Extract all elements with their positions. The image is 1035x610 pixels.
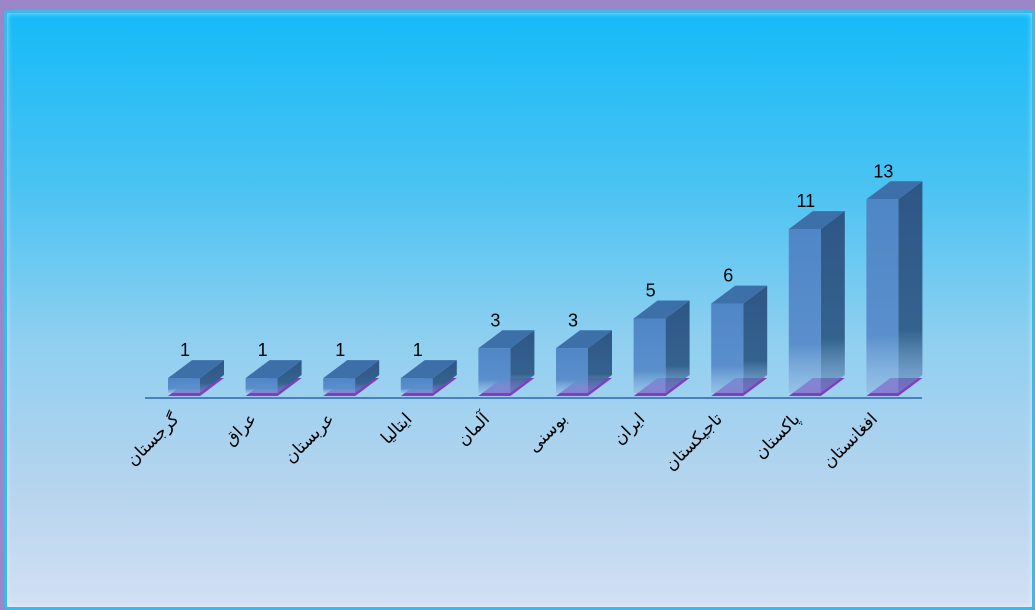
bar-front: [633, 318, 666, 393]
data-label: 3: [490, 310, 500, 330]
category-label: عربستان: [281, 409, 339, 467]
bar-top: [400, 360, 457, 379]
bar: [400, 360, 457, 393]
bar-top: [633, 300, 690, 319]
category-label: افغانستان: [819, 409, 882, 472]
bar-side: [200, 360, 224, 393]
bar-side: [277, 360, 302, 393]
bar: [633, 300, 690, 393]
category-label: آلمان: [452, 407, 495, 450]
bar: [788, 211, 845, 393]
category-label: گرجستان: [122, 408, 184, 470]
bar-top: [245, 360, 302, 379]
bar-side: [355, 360, 380, 393]
bar-side: [665, 300, 690, 393]
category-label: ایران: [610, 409, 650, 449]
chart-frame: [4, 10, 1035, 610]
bar-side: [820, 211, 845, 393]
bar: [323, 360, 380, 393]
category-label: تاجیکستان: [661, 409, 727, 475]
bar-front: [866, 199, 899, 393]
bar: [711, 285, 768, 393]
category-label: عراق: [221, 409, 262, 450]
bar-top: [556, 330, 612, 349]
category-label: ایتالیا: [377, 409, 416, 448]
bar-top: [168, 360, 224, 379]
data-label: 5: [646, 281, 656, 301]
data-label: 13: [873, 161, 893, 181]
bar-side: [432, 360, 457, 393]
bar-side: [510, 330, 535, 393]
bar-top: [478, 330, 535, 349]
bar-front: [556, 348, 588, 393]
data-label: 1: [258, 340, 268, 360]
bar-front: [245, 378, 278, 393]
bar-front: [400, 378, 433, 393]
bar: [245, 360, 302, 393]
bar-front: [711, 303, 744, 393]
data-label: 3: [568, 310, 578, 330]
category-label: پاکستان: [751, 409, 805, 463]
bar-top: [323, 360, 380, 379]
bar-front: [788, 229, 821, 393]
bar-front: [323, 378, 356, 393]
bar-top: [788, 211, 845, 230]
bar: [168, 360, 224, 393]
bar-top: [866, 181, 923, 200]
data-label: 1: [335, 340, 345, 360]
bar-side: [743, 285, 768, 393]
bar-front: [478, 348, 511, 393]
bar: [478, 330, 535, 393]
category-label: بوسنی: [524, 409, 571, 456]
bar-side: [898, 181, 923, 393]
data-label: 1: [180, 340, 190, 360]
bar-front: [168, 378, 200, 393]
bar: [866, 181, 923, 393]
bar-side: [588, 330, 612, 393]
data-label: 1: [413, 340, 423, 360]
bar: [556, 330, 612, 393]
bar-top: [711, 285, 768, 304]
data-label: 11: [796, 191, 815, 211]
data-label: 6: [723, 266, 733, 286]
